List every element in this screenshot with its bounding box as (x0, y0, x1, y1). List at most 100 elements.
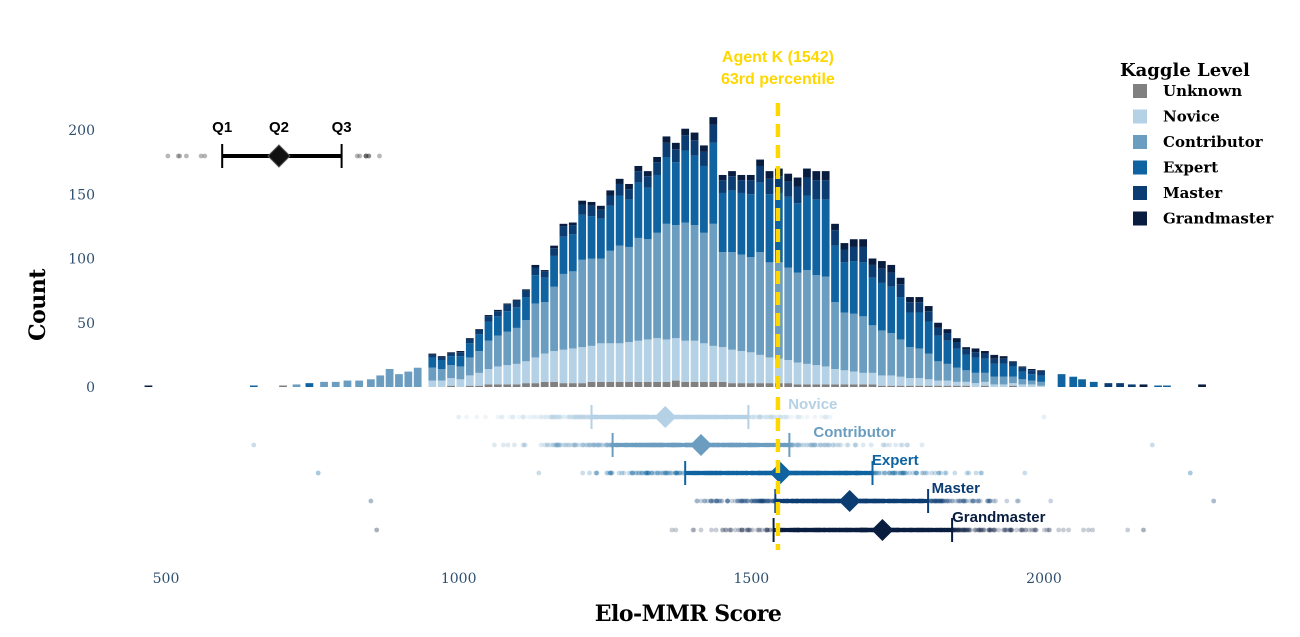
bar-segment-master (971, 352, 980, 358)
bar-segment-expert (597, 218, 605, 259)
level-point (966, 527, 971, 533)
bar-segment-grandmaster (484, 315, 493, 317)
level-point (755, 498, 760, 504)
bar-segment-master (718, 180, 727, 193)
bar-segment-contributor (615, 245, 624, 344)
bar-segment-grandmaster (634, 165, 643, 172)
level-point (538, 442, 544, 448)
level-point (945, 498, 951, 504)
level-point (976, 527, 982, 533)
bar-segment-master (934, 327, 942, 336)
bar-segment-contributor (746, 257, 755, 353)
bar-segment-expert (465, 343, 474, 358)
level-point (750, 498, 756, 504)
level-point (756, 527, 762, 533)
bar-segment-master (924, 311, 933, 322)
bar-segment-grandmaster (578, 200, 587, 205)
level-point (643, 470, 649, 476)
bar-segment-master (559, 226, 568, 237)
level-point (967, 527, 972, 533)
level-point (1032, 527, 1038, 533)
level-point (968, 527, 973, 533)
bar-segment-master (587, 205, 596, 217)
bar-segment-master (868, 264, 877, 278)
level-point (586, 442, 592, 448)
bar-segment-novice (700, 343, 708, 382)
bar-segment-unknown (494, 384, 502, 387)
level-point (531, 414, 537, 420)
level-point (577, 414, 583, 420)
level-point (630, 470, 635, 476)
level-point (677, 470, 683, 476)
level-point (933, 498, 939, 504)
bar-segment-novice (540, 353, 549, 382)
bar-segment-novice (447, 378, 455, 386)
bar-segment-master (456, 352, 465, 357)
level-point (579, 414, 585, 420)
bar-segment-contributor (821, 276, 830, 367)
bar-segment-contributor (1018, 379, 1027, 385)
bar-segment-expert (540, 277, 549, 303)
level-point (796, 442, 802, 448)
level-point (739, 527, 745, 533)
level-point (698, 498, 704, 504)
bar-segment-novice (831, 369, 839, 385)
bar-segment-expert (934, 335, 942, 362)
level-point (664, 470, 670, 476)
level-point (955, 498, 961, 504)
level-point (583, 414, 588, 420)
level-point (728, 527, 734, 533)
bar-segment-master (943, 333, 952, 341)
level-point (746, 527, 752, 533)
level-point (764, 498, 770, 504)
x-tick-label: 1500 (734, 571, 770, 587)
y-axis: 0 50 100 150 200 (68, 123, 95, 396)
level-point (595, 442, 601, 448)
level-point (577, 414, 583, 420)
level-point (899, 470, 905, 476)
level-point (904, 470, 910, 476)
level-point (883, 470, 889, 476)
bar-segment-expert (756, 182, 764, 253)
level-point-extreme (1141, 527, 1146, 533)
level-point (644, 470, 650, 476)
level-point (955, 527, 961, 533)
level-point (763, 527, 768, 533)
bar-segment-grandmaster (568, 222, 577, 226)
bar-segment-contributor (1037, 381, 1045, 386)
level-point-extreme (1149, 442, 1155, 448)
level-point (492, 442, 497, 448)
level-point (976, 498, 981, 504)
level-point (898, 470, 903, 476)
level-point (1048, 498, 1054, 504)
bar-segment-expert (1009, 366, 1017, 377)
level-point (749, 414, 755, 420)
level-point (976, 527, 982, 533)
bar-segment-novice (1018, 384, 1027, 387)
level-point (526, 414, 532, 420)
level-point (931, 498, 936, 504)
level-point (1014, 527, 1019, 533)
level-point (932, 498, 937, 504)
level-point (815, 442, 821, 448)
level-point (904, 442, 910, 448)
level-point (592, 442, 597, 448)
sparse-bar (385, 369, 394, 387)
level-point (812, 442, 817, 448)
level-point-extreme (251, 442, 257, 448)
level-point (827, 442, 832, 448)
level-point (581, 414, 587, 420)
level-point (520, 414, 526, 420)
level-point (938, 470, 944, 476)
level-point (781, 414, 787, 420)
sparse-bar (1057, 374, 1066, 387)
level-point (934, 498, 940, 504)
level-point (936, 470, 942, 476)
level-point (554, 442, 560, 448)
bar-segment-grandmaster (765, 171, 774, 179)
level-point (817, 442, 823, 448)
bar-segment-unknown (952, 385, 961, 387)
bar-segment-novice (662, 339, 671, 382)
level-point (607, 470, 613, 476)
level-point (557, 442, 563, 448)
